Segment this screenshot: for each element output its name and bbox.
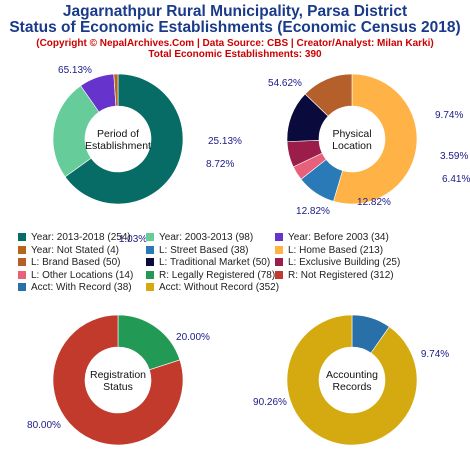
slice-percent-label: 20.00% <box>176 332 210 343</box>
legend-label: L: Home Based (213) <box>288 244 384 256</box>
slice-percent-label: 12.82% <box>357 197 391 208</box>
slice-percent-label: 8.72% <box>206 159 234 170</box>
slice-percent-label: 80.00% <box>27 420 61 431</box>
legend-swatch <box>275 258 283 266</box>
legend-item: L: Home Based (213) <box>275 245 383 256</box>
legend-label: L: Exclusive Building (25) <box>288 257 401 268</box>
donut-center-label: Location <box>332 140 372 152</box>
copyright-note: (Copyright © NepalArchives.Com | Data So… <box>36 38 434 49</box>
donut-center-label: Accounting <box>326 369 378 381</box>
slice-percent-label: 9.74% <box>421 349 449 360</box>
donut-hole <box>85 347 151 413</box>
legend-swatch <box>18 258 26 266</box>
legend-item: Acct: Without Record (352) <box>146 282 279 293</box>
legend-label: L: Traditional Market (50) <box>159 257 271 268</box>
slice-percent-label: 65.13% <box>58 65 92 76</box>
chart-title-line1: Jagarnathpur Rural Municipality, Parsa D… <box>62 3 408 20</box>
donut-center-label: Period of <box>97 128 139 140</box>
legend-label: L: Other Locations (14) <box>31 269 134 281</box>
legend-label: Year: Before 2003 (34) <box>288 232 389 243</box>
legend-item: Acct: With Record (38) <box>18 282 132 293</box>
slice-percent-label: 1.03% <box>119 234 147 245</box>
total-establishments: Total Economic Establishments: 390 <box>148 49 322 60</box>
legend-item: L: Brand Based (50) <box>18 257 121 268</box>
donut-center-label: Physical <box>332 128 371 140</box>
legend-item: Year: Before 2003 (34) <box>275 232 389 243</box>
donut-hole <box>319 347 385 413</box>
donut-center-label: Registration <box>90 369 146 381</box>
donut-slice <box>52 314 184 446</box>
donut-center-label: Records <box>332 381 371 393</box>
legend-item: L: Other Locations (14) <box>18 270 133 281</box>
legend-item: Year: Not Stated (4) <box>18 245 119 256</box>
slice-percent-label: 6.41% <box>442 174 470 185</box>
legend-label: Year: 2003-2013 (98) <box>159 232 254 243</box>
legend-item: R: Not Registered (312) <box>275 270 394 281</box>
donut-center-label: Establishment <box>85 140 151 152</box>
donut-hole <box>85 106 151 172</box>
legend-label: Year: Not Stated (4) <box>31 244 120 256</box>
legend-swatch <box>18 270 26 279</box>
legend-item: Year: 2003-2013 (98) <box>146 232 253 243</box>
legend-item: R: Legally Registered (78) <box>146 270 275 281</box>
slice-percent-label: 9.74% <box>435 110 463 121</box>
legend-swatch <box>146 270 154 279</box>
legend-label: R: Legally Registered (78) <box>159 269 276 281</box>
legend-label: Acct: With Record (38) <box>31 282 132 293</box>
slice-percent-label: 90.26% <box>253 397 287 408</box>
legend-item: L: Traditional Market (50) <box>146 257 270 268</box>
legend-label: Year: 2013-2018 (254) <box>31 232 131 243</box>
legend-swatch <box>146 233 154 241</box>
donut-center-label: Status <box>103 381 133 393</box>
legend-swatch <box>275 245 283 254</box>
legend-label: Acct: Without Record (352) <box>159 282 280 293</box>
legend-swatch <box>275 233 283 241</box>
legend-swatch <box>18 233 26 241</box>
legend-swatch <box>18 283 26 291</box>
slice-percent-label: 3.59% <box>440 151 468 162</box>
chart-title-line2: Status of Economic Establishments (Econo… <box>9 19 461 36</box>
legend-swatch <box>146 258 154 266</box>
legend-swatch <box>146 245 154 254</box>
legend-swatch <box>18 245 26 254</box>
slice-percent-label: 54.62% <box>268 78 302 89</box>
legend-item: Year: 2013-2018 (254) <box>18 232 131 243</box>
slice-percent-label: 12.82% <box>296 206 330 217</box>
donut-hole <box>319 106 385 172</box>
legend-swatch <box>275 270 283 279</box>
legend-swatch <box>146 283 154 291</box>
slice-percent-label: 25.13% <box>208 136 242 147</box>
legend-item: L: Street Based (38) <box>146 245 249 256</box>
legend-label: L: Street Based (38) <box>159 244 249 256</box>
legend-label: L: Brand Based (50) <box>31 257 121 268</box>
legend-label: R: Not Registered (312) <box>288 269 394 281</box>
legend-item: L: Exclusive Building (25) <box>275 257 400 268</box>
